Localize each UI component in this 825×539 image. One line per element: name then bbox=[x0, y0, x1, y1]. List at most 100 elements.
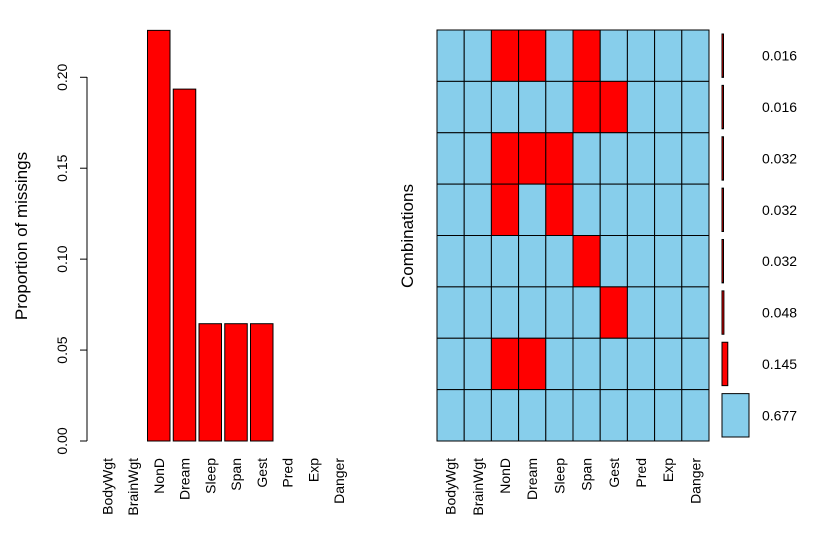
observed-cell bbox=[545, 29, 574, 82]
observed-cell bbox=[545, 389, 574, 442]
combination-proportion-bar bbox=[721, 239, 724, 284]
right-x-tick-label: BodyWgt bbox=[443, 458, 459, 515]
observed-cell bbox=[490, 235, 520, 288]
observed-cell bbox=[436, 337, 465, 391]
combination-proportion-label: 0.016 bbox=[762, 48, 797, 64]
combination-grid bbox=[436, 29, 710, 442]
left-x-tick-label: NonD bbox=[151, 458, 167, 494]
combination-proportion-label: 0.016 bbox=[762, 99, 797, 115]
left-y-ticks: 0.00 0.05 0.10 0.15 0.20 bbox=[54, 63, 87, 455]
observed-cell bbox=[681, 80, 710, 134]
missing-bar bbox=[172, 88, 197, 442]
observed-cell bbox=[599, 389, 628, 442]
combination-proportion-bar bbox=[721, 290, 725, 335]
observed-cell bbox=[626, 286, 656, 339]
left-bars bbox=[147, 29, 274, 442]
observed-cell bbox=[463, 389, 492, 442]
left-x-tick-label: BodyWgt bbox=[99, 458, 115, 515]
left-x-tick-label: Sleep bbox=[202, 458, 218, 494]
combination-proportion-labels: 0.016 0.016 0.032 0.032 0.032 0.048 0.145 0.677 bbox=[762, 48, 797, 424]
left-y-tick-label: 0.15 bbox=[54, 154, 70, 181]
right-x-tick-label: Gest bbox=[606, 458, 622, 488]
observed-cell bbox=[654, 132, 683, 185]
missing-cell bbox=[599, 80, 628, 134]
combination-proportion-bar bbox=[721, 393, 750, 438]
observed-cell bbox=[681, 132, 710, 185]
observed-cell bbox=[518, 286, 547, 339]
observed-cell bbox=[436, 235, 465, 288]
observed-cell bbox=[518, 183, 547, 236]
right-x-tick-label: BrainWgt bbox=[470, 458, 486, 516]
observed-cell bbox=[654, 337, 683, 391]
observed-cell bbox=[599, 235, 628, 288]
missing-combinations-plot: Combinations BodyWgt BrainWgt NonD Dream Sle… bbox=[398, 29, 797, 516]
missing-cell bbox=[572, 80, 601, 134]
missing-cell bbox=[572, 29, 601, 82]
combination-proportion-bar bbox=[721, 84, 724, 130]
left-y-tick-label: 0.20 bbox=[54, 63, 70, 90]
observed-cell bbox=[545, 235, 574, 288]
observed-cell bbox=[463, 337, 492, 391]
observed-cell bbox=[626, 29, 656, 82]
right-x-tick-label: Exp bbox=[660, 458, 676, 482]
observed-cell bbox=[681, 337, 710, 391]
observed-cell bbox=[463, 29, 492, 82]
observed-cell bbox=[436, 183, 465, 236]
combination-proportion-label: 0.677 bbox=[762, 407, 797, 423]
observed-cell bbox=[654, 235, 683, 288]
observed-cell bbox=[626, 132, 656, 185]
observed-cell bbox=[490, 80, 520, 134]
combination-proportion-label: 0.032 bbox=[762, 253, 797, 269]
observed-cell bbox=[599, 337, 628, 391]
right-x-tick-labels: BodyWgt BrainWgt NonD Dream Sleep Span Gest Pre… bbox=[443, 458, 704, 516]
missing-cell bbox=[518, 132, 547, 185]
observed-cell bbox=[436, 29, 465, 82]
missing-bar bbox=[250, 323, 274, 442]
missing-cell bbox=[545, 132, 574, 185]
missing-cell bbox=[572, 235, 601, 288]
combination-proportion-label: 0.048 bbox=[762, 305, 797, 321]
observed-cell bbox=[545, 80, 574, 134]
observed-cell bbox=[463, 183, 492, 236]
left-x-tick-labels: BodyWgt BrainWgt NonD Dream Sleep Span Gest Pre… bbox=[99, 458, 347, 516]
observed-cell bbox=[572, 337, 601, 391]
right-x-tick-label: Sleep bbox=[551, 458, 567, 494]
right-ylabel: Combinations bbox=[398, 184, 417, 288]
observed-cell bbox=[626, 183, 656, 236]
left-x-tick-label: Danger bbox=[331, 458, 347, 504]
observed-cell bbox=[681, 29, 710, 82]
missing-cell bbox=[518, 337, 547, 391]
observed-cell bbox=[545, 337, 574, 391]
observed-cell bbox=[572, 389, 601, 442]
observed-cell bbox=[518, 235, 547, 288]
left-x-tick-label: Dream bbox=[177, 458, 193, 500]
combination-proportion-label: 0.032 bbox=[762, 150, 797, 166]
missing-cell bbox=[490, 183, 520, 236]
observed-cell bbox=[681, 389, 710, 442]
left-y-tick-label: 0.10 bbox=[54, 245, 70, 272]
left-ylabel: Proportion of missings bbox=[12, 152, 31, 320]
observed-cell bbox=[572, 286, 601, 339]
observed-cell bbox=[654, 389, 683, 442]
observed-cell bbox=[490, 389, 520, 442]
right-x-tick-label: Span bbox=[579, 458, 595, 491]
observed-cell bbox=[436, 80, 465, 134]
observed-cell bbox=[626, 235, 656, 288]
observed-cell bbox=[626, 389, 656, 442]
left-x-tick-label: Exp bbox=[305, 458, 321, 482]
observed-cell bbox=[654, 286, 683, 339]
observed-cell bbox=[626, 80, 656, 134]
missing-cell bbox=[518, 29, 547, 82]
missing-cell bbox=[490, 337, 520, 391]
observed-cell bbox=[436, 389, 465, 442]
combination-proportion-bar bbox=[721, 33, 724, 78]
missing-bar bbox=[224, 323, 248, 442]
missing-proportion-bar-chart: Proportion of missings 0.000.050.100.150… bbox=[12, 29, 347, 516]
observed-cell bbox=[626, 337, 656, 391]
left-x-tick-label: Gest bbox=[254, 458, 270, 488]
missing-cell bbox=[599, 286, 628, 339]
observed-cell bbox=[681, 286, 710, 339]
observed-cell bbox=[654, 183, 683, 236]
left-x-tick-label: Span bbox=[228, 458, 244, 491]
observed-cell bbox=[654, 29, 683, 82]
